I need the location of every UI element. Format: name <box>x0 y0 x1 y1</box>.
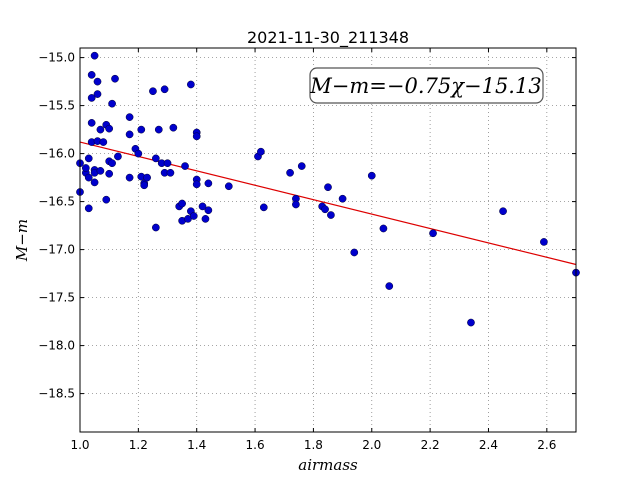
y-tick-label: −17.0 <box>38 243 75 257</box>
data-point <box>114 152 122 161</box>
y-tick-label: −18.0 <box>38 339 75 353</box>
data-point <box>99 138 108 146</box>
data-point <box>192 180 201 189</box>
data-point <box>297 162 306 170</box>
x-tick-label: 2.6 <box>537 438 556 452</box>
data-point <box>87 119 96 127</box>
data-point <box>152 223 160 232</box>
data-point <box>81 164 90 172</box>
data-point <box>87 94 96 102</box>
data-point <box>467 318 475 327</box>
data-point <box>169 123 178 132</box>
data-point <box>154 125 163 134</box>
y-tick-label: −16.5 <box>38 195 75 209</box>
x-tick-label: 2.2 <box>421 438 440 452</box>
data-point <box>367 171 376 180</box>
chart-title: 2021-11-30_211348 <box>247 28 409 48</box>
data-point <box>111 74 119 83</box>
x-tick-label: 1.4 <box>187 438 206 452</box>
x-tick-label: 2.4 <box>479 438 498 452</box>
data-point <box>84 204 93 213</box>
fit-equation-box: M−m=−0.75χ−15.13 <box>309 67 544 104</box>
data-point <box>178 199 186 208</box>
plot-frame <box>79 47 577 433</box>
points-layer <box>76 51 580 327</box>
data-point <box>321 205 329 214</box>
x-tick-label: 1.0 <box>70 438 89 452</box>
data-point <box>327 211 335 219</box>
data-point <box>125 130 134 139</box>
data-point <box>499 207 507 216</box>
y-axis-label: M−m <box>13 219 31 262</box>
y-tick-label: −17.5 <box>38 291 75 305</box>
equation-box-frame <box>309 67 544 104</box>
data-point <box>224 182 233 191</box>
data-point <box>259 203 268 212</box>
data-point <box>286 168 294 177</box>
data-point <box>102 195 111 204</box>
data-point <box>93 90 102 98</box>
y-tick-label: −16.0 <box>38 147 75 161</box>
data-point <box>540 238 548 246</box>
fit-equation-text: M−m=−0.75χ−15.13 <box>309 74 541 98</box>
data-point <box>140 181 149 190</box>
data-point <box>96 167 105 175</box>
data-point <box>105 169 114 178</box>
data-point <box>204 206 213 215</box>
data-point <box>350 248 359 257</box>
data-point <box>257 147 265 156</box>
data-point <box>189 212 198 220</box>
data-point <box>108 99 116 108</box>
data-point <box>385 282 394 290</box>
x-tick-label: 1.8 <box>304 438 323 452</box>
data-point <box>166 168 175 177</box>
data-point <box>292 200 300 209</box>
x-tick-label: 1.6 <box>246 438 265 452</box>
data-point <box>125 113 134 121</box>
x-tick-label: 2.0 <box>362 438 381 452</box>
y-tick-label: −18.5 <box>38 387 75 401</box>
y-tick-label: −15.5 <box>38 99 75 113</box>
data-point <box>108 159 116 168</box>
y-tick-label: −15.0 <box>38 51 75 65</box>
data-point <box>149 87 157 96</box>
data-point <box>87 71 96 79</box>
data-point <box>379 224 388 233</box>
data-point <box>201 215 210 223</box>
data-point <box>160 85 169 94</box>
data-point <box>125 173 134 182</box>
data-point <box>93 77 102 86</box>
data-point <box>204 179 213 188</box>
ticks-layer: 1.0 1.2 1.4 1.6 1.8 2.0 2.2 2.4 2.6 −15.0 −15.5 −16… <box>38 48 576 452</box>
data-point <box>187 80 195 89</box>
data-point <box>338 194 347 203</box>
data-point <box>429 229 437 238</box>
data-point <box>84 173 93 182</box>
data-point <box>192 132 201 141</box>
data-point <box>84 154 93 163</box>
data-point <box>137 125 146 134</box>
data-point <box>163 159 172 168</box>
data-point <box>324 183 332 192</box>
data-point <box>105 124 114 133</box>
data-point <box>143 173 151 182</box>
data-point <box>152 154 160 163</box>
data-point <box>198 202 207 211</box>
data-point <box>181 162 189 170</box>
grid-layer <box>79 48 576 432</box>
data-point <box>90 51 99 60</box>
data-point <box>90 178 99 187</box>
x-tick-label: 1.2 <box>129 438 148 452</box>
data-point <box>96 125 105 134</box>
data-point <box>134 149 143 158</box>
x-axis-label: airmass <box>298 456 358 474</box>
